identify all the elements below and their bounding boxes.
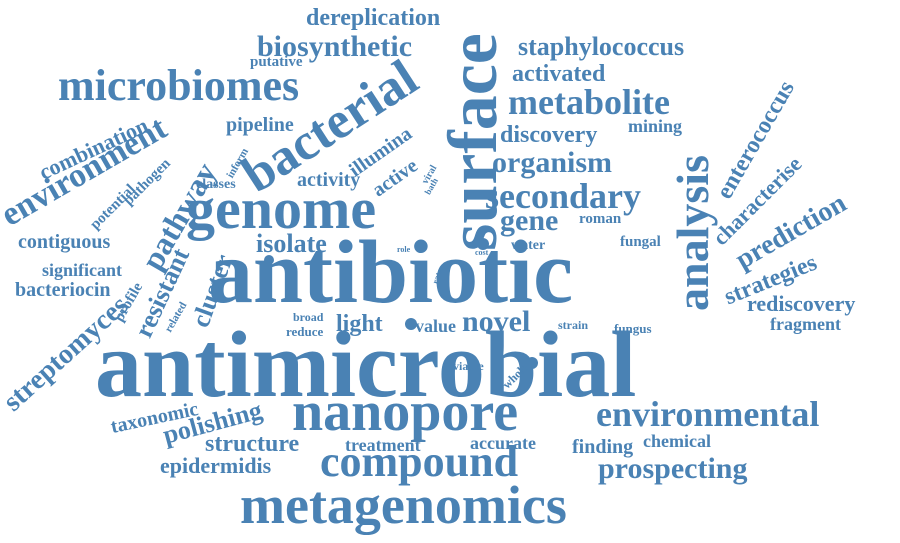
word-dereplication: dereplication (306, 5, 441, 31)
word-strain: strain (558, 318, 588, 332)
word-metagenomics: metagenomics (240, 475, 567, 535)
word-antimicrobial: antimicrobial (95, 313, 637, 417)
word-light: light (336, 311, 383, 337)
word-biosynthetic: biosynthetic (257, 30, 413, 63)
word-treatment: treatment (345, 435, 421, 455)
word-value: value (415, 316, 457, 336)
word-epidermidis: epidermidis (160, 453, 272, 478)
word-fragment: fragment (770, 314, 841, 334)
word-gene: gene (500, 204, 559, 237)
word-discovery: discovery (500, 122, 598, 148)
word-viable: viable (453, 359, 484, 373)
word-pipeline: pipeline (226, 114, 294, 136)
word-staphylococcus: staphylococcus (518, 32, 685, 61)
word-classes: classes (196, 177, 236, 192)
word-broad: broad (293, 310, 324, 324)
word-organism: organism (492, 146, 612, 179)
dot-marker-3 (526, 357, 538, 369)
word-activity: activity (297, 169, 361, 191)
word-nanopore: nanopore (292, 381, 519, 443)
dot-marker-2 (405, 318, 417, 330)
word-microbiomes: microbiomes (58, 61, 300, 110)
word-genome: genome (186, 176, 377, 241)
word-putative: putative (250, 54, 303, 70)
word-roman: roman (579, 211, 622, 227)
word-reduce: reduce (286, 324, 324, 339)
word-bacteriocin: bacteriocin (15, 279, 111, 301)
word-metabolite: metabolite (508, 82, 670, 122)
word-isolate: isolate (256, 229, 327, 258)
word-structure: structure (205, 431, 300, 457)
word-significant: significant (42, 260, 123, 280)
dot-marker-4 (264, 255, 274, 265)
word-fungus: fungus (614, 321, 652, 336)
word-chemical: chemical (643, 431, 711, 451)
word-rediscovery: rediscovery (747, 291, 856, 316)
word-antibiotic: antibiotic (208, 223, 574, 322)
word-mining: mining (628, 116, 683, 136)
word-compound: compound (320, 437, 519, 486)
word-surface: surface (434, 33, 512, 251)
word-environmental: environmental (596, 394, 820, 434)
word-fungal: fungal (620, 234, 661, 250)
word-role: role (397, 245, 411, 254)
word-cost: cost (475, 248, 489, 257)
dot-marker-1 (477, 238, 489, 250)
word-accurate: accurate (470, 433, 536, 453)
word-novel: novel (462, 305, 531, 338)
word-finding: finding (572, 436, 634, 458)
word-prospecting: prospecting (598, 452, 748, 485)
word-secondary: secondary (485, 176, 641, 216)
word-activated: activated (512, 61, 606, 87)
word-contiguous: contiguous (18, 231, 111, 253)
word-water: water (511, 238, 546, 253)
